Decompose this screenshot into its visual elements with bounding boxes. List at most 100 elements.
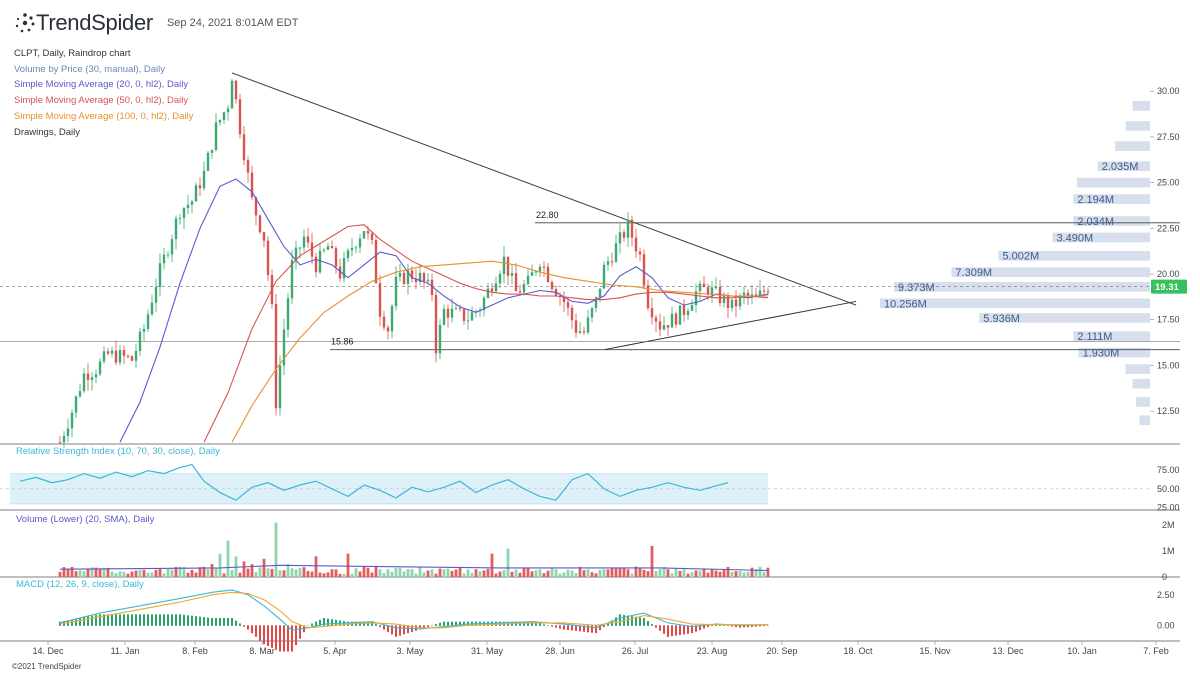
price-candle-body (210, 149, 214, 153)
sma-20-line (119, 178, 769, 443)
macd-histogram-bar (647, 621, 649, 626)
price-candle-body (474, 311, 478, 313)
volume-bar (94, 567, 98, 577)
volume-bar (362, 566, 366, 577)
rsi-panel-label[interactable]: Relative Strength Index (10, 70, 30, clo… (16, 446, 220, 457)
macd-histogram-bar (267, 625, 269, 646)
price-candle-body (446, 308, 450, 318)
macd-histogram-bar (427, 625, 429, 628)
price-candle-body (390, 306, 394, 332)
macd-histogram-bar (315, 621, 317, 626)
volume-by-price-bar (1073, 216, 1150, 226)
macd-histogram-bar (319, 619, 321, 626)
price-candle-body (142, 328, 146, 332)
price-candle-body (398, 272, 402, 277)
trendline-1 (603, 300, 857, 351)
macd-panel-label[interactable]: MACD (12, 26, 9, close), Daily (16, 579, 144, 590)
volume-bar (530, 571, 534, 577)
volume-by-price-bar (1052, 232, 1150, 243)
volume-bar (354, 568, 358, 577)
price-candle-body (738, 295, 742, 307)
volume-bar (526, 568, 530, 577)
price-candle-body (734, 299, 738, 307)
legend-item-sma-20[interactable]: Simple Moving Average (20, 0, hl2), Dail… (14, 79, 189, 91)
volume-bar (302, 567, 306, 577)
macd-histogram-bar (247, 625, 249, 630)
macd-histogram-bar (587, 625, 589, 633)
price-candle-body (762, 290, 766, 292)
brand-name: TrendSpider (36, 10, 153, 35)
legend-item-sma-100[interactable]: Simple Moving Average (100, 0, hl2), Dai… (14, 110, 194, 122)
legend-item-sma-50[interactable]: Simple Moving Average (50, 0, hl2), Dail… (14, 95, 189, 107)
price-candle-body (258, 215, 262, 233)
legend-item-drawings[interactable]: Drawings, Daily (14, 126, 80, 138)
rsi-tick-label: 50.00 (1157, 484, 1180, 494)
volume-bar (626, 569, 630, 577)
volume-by-price-label: 2.194M (1077, 194, 1114, 206)
volume-bar (650, 545, 654, 577)
volume-bar (678, 570, 682, 577)
volume-bar (90, 567, 94, 577)
price-candle-body (630, 219, 634, 238)
price-candle-body (226, 108, 230, 113)
price-candle-body (606, 261, 610, 265)
volume-bar (366, 567, 370, 577)
level-label-22-80: 22.80 (536, 210, 559, 220)
volume-bar (754, 569, 758, 577)
volume-bar (518, 572, 522, 577)
volume-bar (390, 571, 394, 577)
macd-histogram-bar (559, 625, 561, 629)
price-candle-body (514, 273, 518, 292)
price-candle-body (690, 305, 694, 311)
macd-histogram-bar (259, 625, 261, 641)
rsi-line (19, 463, 729, 501)
volume-bar (698, 570, 702, 577)
macd-histogram-bar (95, 615, 97, 626)
volume-by-price-label: 2.111M (1077, 331, 1112, 343)
price-candle-body (602, 264, 606, 289)
volume-bar (710, 569, 714, 577)
price-candle-body (582, 331, 586, 333)
macd-histogram-bar (627, 615, 629, 626)
volume-by-price-bar (1136, 397, 1150, 407)
volume-bar (58, 571, 62, 577)
volume-bar (322, 573, 326, 577)
legend-item-volume-by-price[interactable]: Volume by Price (30, manual), Daily (14, 63, 166, 75)
macd-histogram-bar (283, 625, 285, 652)
price-candle-body (278, 365, 282, 409)
price-candle-body (86, 373, 90, 381)
price-candle-body (766, 291, 770, 293)
macd-histogram-bar (575, 625, 577, 631)
price-candle-body (650, 308, 654, 318)
macd-histogram-bar (263, 625, 265, 645)
macd-histogram-bar (167, 614, 169, 626)
macd-histogram-bar (183, 614, 185, 626)
volume-bar (110, 571, 114, 577)
volume-bar (70, 566, 74, 577)
macd-histogram-bar (155, 614, 157, 626)
volume-bar (370, 572, 374, 577)
volume-bar (666, 569, 670, 577)
price-candle-body (566, 302, 570, 308)
price-candle-body (362, 231, 366, 239)
volume-bar (166, 568, 170, 577)
macd-tick-label: 2.50 (1157, 590, 1175, 600)
volume-panel-label[interactable]: Volume (Lower) (20, SMA), Daily (16, 514, 155, 525)
macd-histogram-bar (139, 614, 141, 626)
volume-bar (62, 567, 66, 577)
volume-bar (730, 571, 734, 577)
volume-bar (458, 567, 462, 577)
price-candle-body (114, 350, 118, 363)
volume-bar (610, 568, 614, 577)
volume-bar (218, 553, 222, 577)
x-axis-label: 11. Jan (111, 646, 140, 656)
volume-bar (646, 571, 650, 577)
price-candle-body (678, 305, 682, 325)
volume-bar (154, 569, 158, 577)
volume-bar (470, 572, 474, 577)
volume-bar (266, 568, 270, 577)
price-candle-body (294, 247, 298, 261)
price-candle-body (298, 247, 302, 249)
level-label-15-86: 15.86 (331, 337, 354, 347)
